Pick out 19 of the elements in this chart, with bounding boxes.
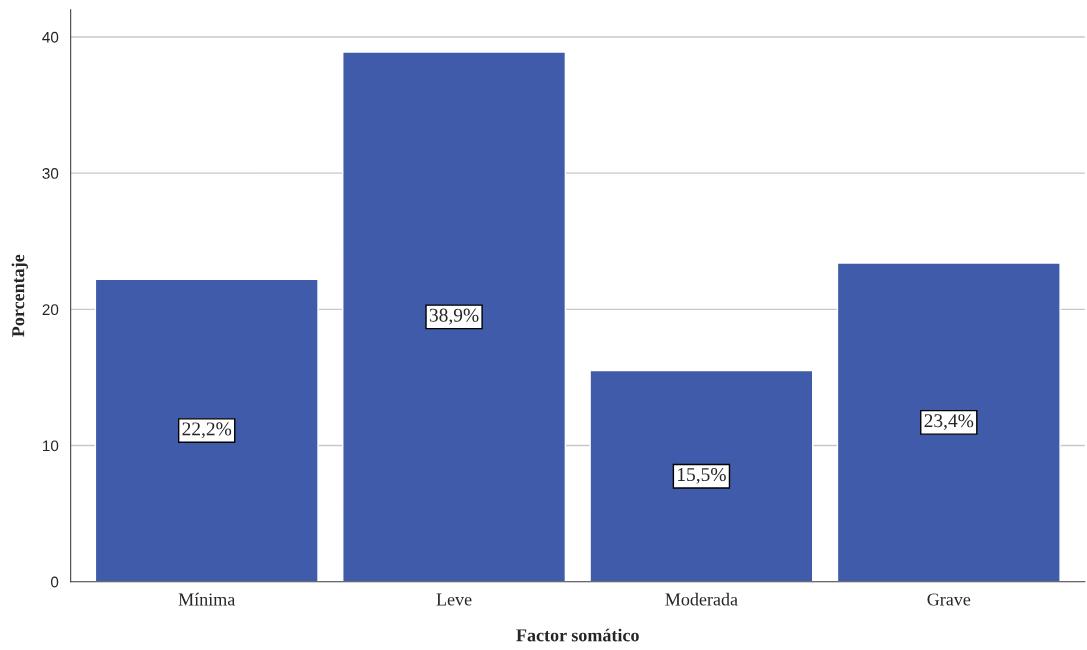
y-tick-label: 40	[42, 31, 59, 43]
x-tick-label: Mínima	[178, 592, 236, 606]
bar	[836, 262, 1061, 582]
x-tick-label: Moderada	[665, 592, 738, 606]
data-label: 38,9%	[429, 308, 479, 325]
y-axis-title: Porcentaje	[11, 254, 28, 337]
x-tick-label: Grave	[927, 593, 971, 606]
data-label: 15,5%	[678, 467, 726, 484]
y-tick-label: 0	[50, 576, 59, 588]
y-tick-label: 10	[43, 440, 59, 452]
y-tick-label: 30	[42, 168, 59, 179]
bar	[94, 278, 319, 582]
x-axis-title: Factor somático	[516, 628, 639, 642]
y-tick-label: 20	[42, 304, 59, 316]
x-tick-label: Leve	[436, 593, 472, 606]
data-label: 23,4%	[924, 414, 974, 431]
bar	[589, 369, 814, 582]
bar	[342, 51, 567, 582]
data-label: 22,2%	[182, 422, 232, 439]
